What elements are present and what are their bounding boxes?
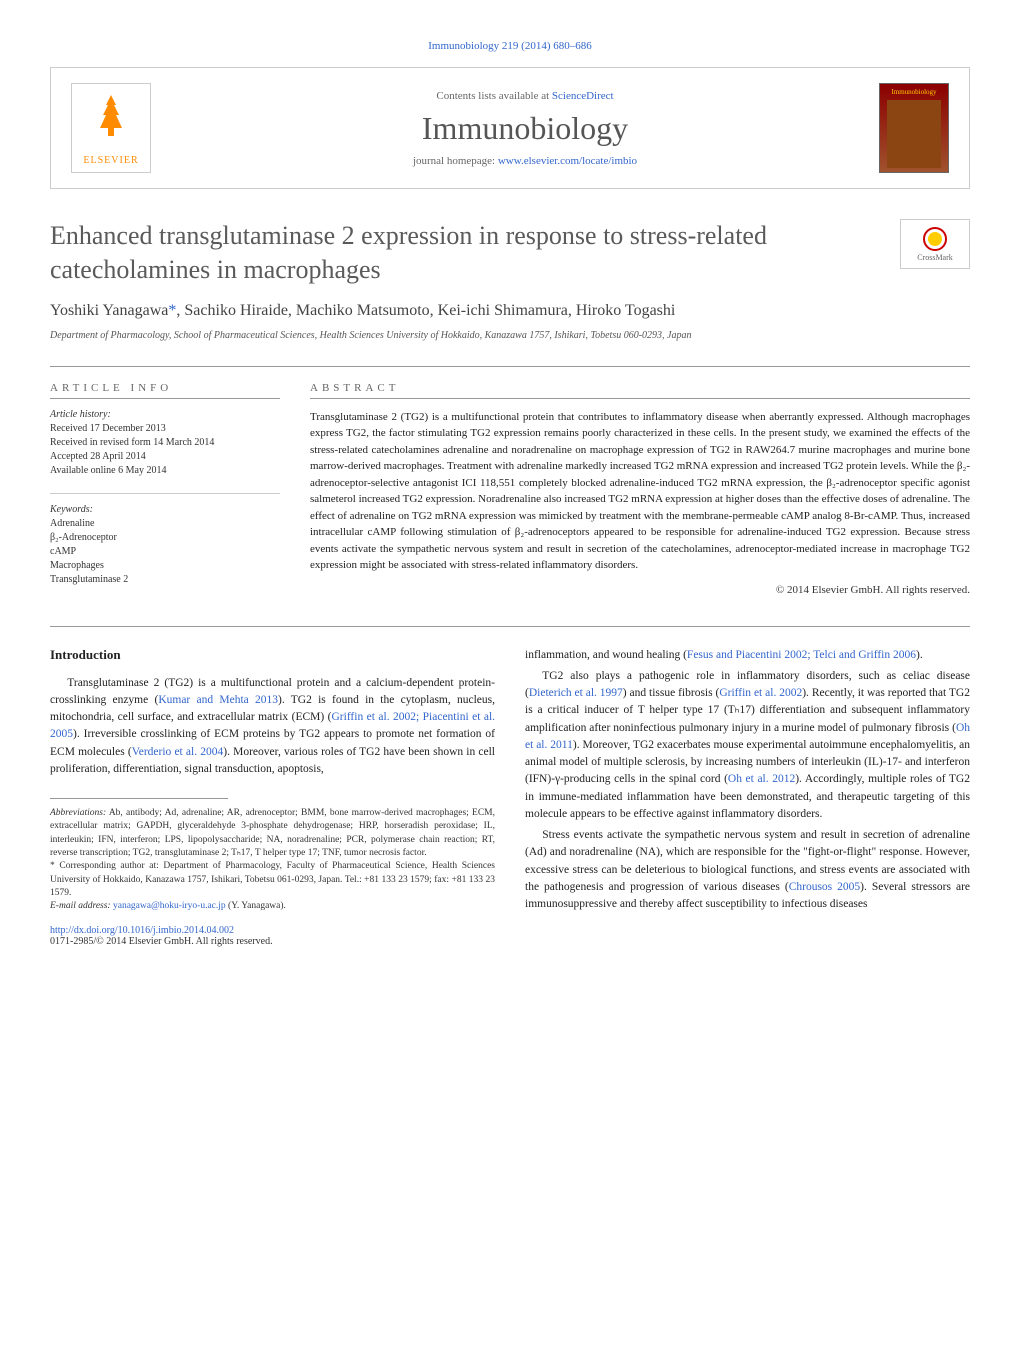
body-right-column: inflammation, and wound healing (Fesus a… bbox=[525, 647, 970, 948]
crossmark-icon bbox=[923, 227, 947, 251]
article-title: Enhanced transglutaminase 2 expression i… bbox=[50, 219, 880, 287]
citation-link[interactable]: Fesus and Piacentini 2002; Telci and Gri… bbox=[687, 649, 916, 661]
abstract-header: ABSTRACT bbox=[310, 382, 970, 399]
history-label: Article history: bbox=[50, 409, 280, 420]
abstract-text: Transglutaminase 2 (TG2) is a multifunct… bbox=[310, 409, 970, 574]
intro-para-1-cont: inflammation, and wound healing (Fesus a… bbox=[525, 647, 970, 664]
elsevier-label: ELSEVIER bbox=[83, 155, 138, 166]
crossmark-badge[interactable]: CrossMark bbox=[900, 219, 970, 269]
intro-para-1: Transglutaminase 2 (TG2) is a multifunct… bbox=[50, 675, 495, 779]
keyword: Adrenaline bbox=[50, 517, 280, 531]
article-info-header: ARTICLE INFO bbox=[50, 382, 280, 399]
corresponding-author-footnote: * Corresponding author at: Department of… bbox=[50, 860, 495, 900]
article-info-column: ARTICLE INFO Article history: Received 1… bbox=[50, 382, 280, 596]
crossmark-label: CrossMark bbox=[917, 253, 953, 262]
issn-copyright: 0171-2985/© 2014 Elsevier GmbH. All righ… bbox=[50, 936, 495, 947]
abstract-column: ABSTRACT Transglutaminase 2 (TG2) is a m… bbox=[310, 382, 970, 596]
affiliation: Department of Pharmacology, School of Ph… bbox=[50, 330, 970, 341]
citation-link[interactable]: Oh et al. 2012 bbox=[728, 773, 795, 785]
keyword: Macrophages bbox=[50, 559, 280, 573]
abbreviations-footnote: Abbreviations: Ab, antibody; Ad, adrenal… bbox=[50, 807, 495, 860]
elsevier-tree-icon bbox=[86, 90, 136, 155]
body-left-column: Introduction Transglutaminase 2 (TG2) is… bbox=[50, 647, 495, 948]
keyword: β₂-Adrenoceptor bbox=[50, 531, 280, 545]
abstract-copyright: © 2014 Elsevier GmbH. All rights reserve… bbox=[310, 584, 970, 596]
journal-homepage: journal homepage: www.elsevier.com/locat… bbox=[171, 155, 879, 167]
section-divider bbox=[50, 626, 970, 627]
journal-citation: Immunobiology 219 (2014) 680–686 bbox=[50, 40, 970, 52]
online-date: Available online 6 May 2014 bbox=[50, 464, 280, 478]
cover-title: Immunobiology bbox=[891, 88, 936, 96]
citation-link[interactable]: Verderio et al. 2004 bbox=[132, 746, 224, 758]
journal-homepage-link[interactable]: www.elsevier.com/locate/imbio bbox=[498, 155, 637, 167]
accepted-date: Accepted 28 April 2014 bbox=[50, 450, 280, 464]
citation-link[interactable]: Kumar and Mehta 2013 bbox=[158, 694, 278, 706]
keyword: cAMP bbox=[50, 545, 280, 559]
citation-link[interactable]: Griffin et al. 2002 bbox=[719, 687, 802, 699]
intro-para-2: TG2 also plays a pathogenic role in infl… bbox=[525, 668, 970, 823]
journal-name: Immunobiology bbox=[171, 110, 879, 147]
author-list: Yoshiki Yanagawa*, Sachiko Hiraide, Mach… bbox=[50, 302, 970, 320]
email-footnote: E-mail address: yanagawa@hoku-iryo-u.ac.… bbox=[50, 900, 495, 913]
email-link[interactable]: yanagawa@hoku-iryo-u.ac.jp bbox=[113, 901, 226, 911]
intro-para-3: Stress events activate the sympathetic n… bbox=[525, 827, 970, 913]
keywords-label: Keywords: bbox=[50, 504, 280, 515]
cover-image bbox=[887, 100, 941, 168]
section-divider bbox=[50, 366, 970, 367]
received-date: Received 17 December 2013 bbox=[50, 422, 280, 436]
introduction-heading: Introduction bbox=[50, 647, 495, 663]
footnote-divider bbox=[50, 798, 228, 799]
citation-link[interactable]: Chrousos 2005 bbox=[789, 881, 860, 893]
citation-link[interactable]: Dieterich et al. 1997 bbox=[529, 687, 623, 699]
sciencedirect-link[interactable]: ScienceDirect bbox=[552, 90, 614, 102]
journal-cover-thumbnail: Immunobiology bbox=[879, 83, 949, 173]
revised-date: Received in revised form 14 March 2014 bbox=[50, 436, 280, 450]
keyword: Transglutaminase 2 bbox=[50, 573, 280, 587]
journal-header: ELSEVIER Contents lists available at Sci… bbox=[50, 67, 970, 189]
elsevier-logo: ELSEVIER bbox=[71, 83, 151, 173]
doi-link[interactable]: http://dx.doi.org/10.1016/j.imbio.2014.0… bbox=[50, 925, 495, 936]
contents-available: Contents lists available at ScienceDirec… bbox=[171, 90, 879, 102]
